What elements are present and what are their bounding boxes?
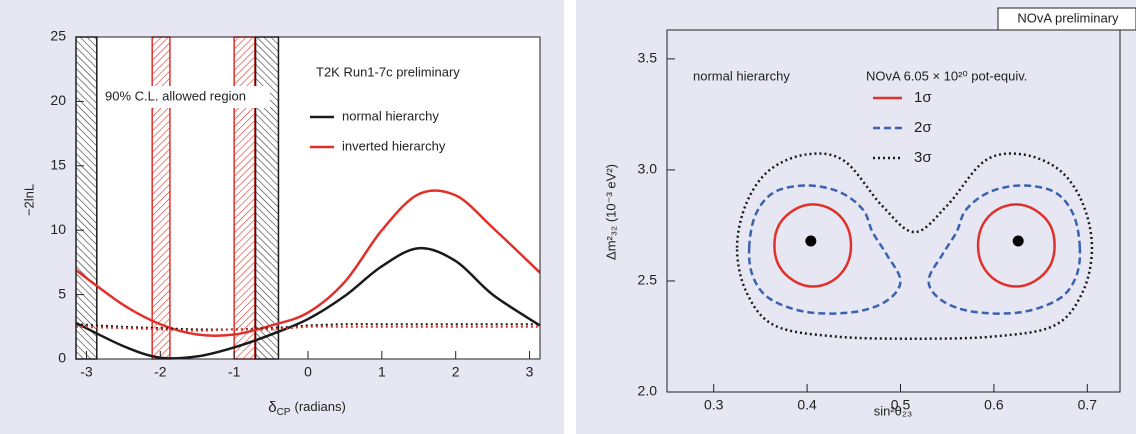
allowed-region [254,36,280,360]
x-axis-label: δCP (radians) [268,399,346,418]
region-label: 90% C.L. allowed region [105,88,246,103]
y-tick-label: 5 [58,285,66,301]
region-label-box [98,86,270,108]
exposure: NOvA 6.05 × 10²⁰ pot-equiv. [866,68,1027,83]
annotation: T2K Run1-7c preliminary [316,64,460,79]
x-tick-label: -3 [80,364,93,380]
best-fit-point [1012,235,1024,247]
contour [927,184,1082,315]
allowed-region [75,36,98,360]
tag-box [997,7,1136,31]
best-fit-point [805,235,817,247]
y-tick-label: 2.0 [638,383,658,399]
legend-label: normal hierarchy [342,108,439,123]
x-tick-label: 0.6 [984,397,1004,413]
plot-area [76,37,540,359]
y-tick-label: 3.5 [638,50,658,66]
contour [735,152,1094,340]
legend-label: 1σ [914,89,932,106]
y-tick-label: 10 [50,221,66,237]
plot-area [666,29,1121,393]
y-tick-label: 25 [50,28,66,44]
x-tick-label: 0 [304,364,312,380]
x-tick-label: 0.4 [797,397,817,413]
tag: NOvA preliminary [1017,10,1119,25]
y-tick-label: 3.0 [638,161,658,177]
x-axis-text: (radians) [294,399,345,414]
x-tick-label: 2 [452,364,460,380]
x-axis-label: sin²θ₂₃ [874,403,913,418]
x-tick-label: 0.3 [704,397,724,413]
y-tick-label: 20 [50,92,66,108]
y-tick-label: 15 [50,157,66,173]
x-tick-label: -2 [154,364,167,380]
x-axis-symbol: δ [268,399,276,416]
series-line [75,189,541,337]
y-tick-label: 2.5 [638,272,658,288]
contour [747,184,902,315]
x-tick-label: 1 [378,364,386,380]
y-axis-label: Δm²₃₂ (10⁻³ eV²) [603,164,618,260]
x-tick-label: -1 [228,364,241,380]
chart-nova: NOvA preliminary normal hierarchy NOvA 6.0… [603,10,1119,418]
x-tick-label: 3 [526,364,534,380]
legend-label: inverted hierarchy [342,138,446,153]
annotation: normal hierarchy [693,68,790,83]
x-tick-label: 0.5 [891,397,911,413]
legend-label: 3σ [914,149,932,166]
allowed-region [233,36,256,360]
x-axis-subscript: CP [277,407,291,418]
y-tick-label: 0 [58,350,66,366]
x-tick-label: 0.7 [1078,397,1098,413]
contour [773,203,853,288]
chart-t2k: 90% C.L. allowed region T2K Run1-7c preli… [21,28,541,418]
contour [976,203,1056,288]
y-axis-label: −2lnL [21,184,36,216]
allowed-region [151,36,171,360]
legend-label: 2σ [914,119,932,136]
